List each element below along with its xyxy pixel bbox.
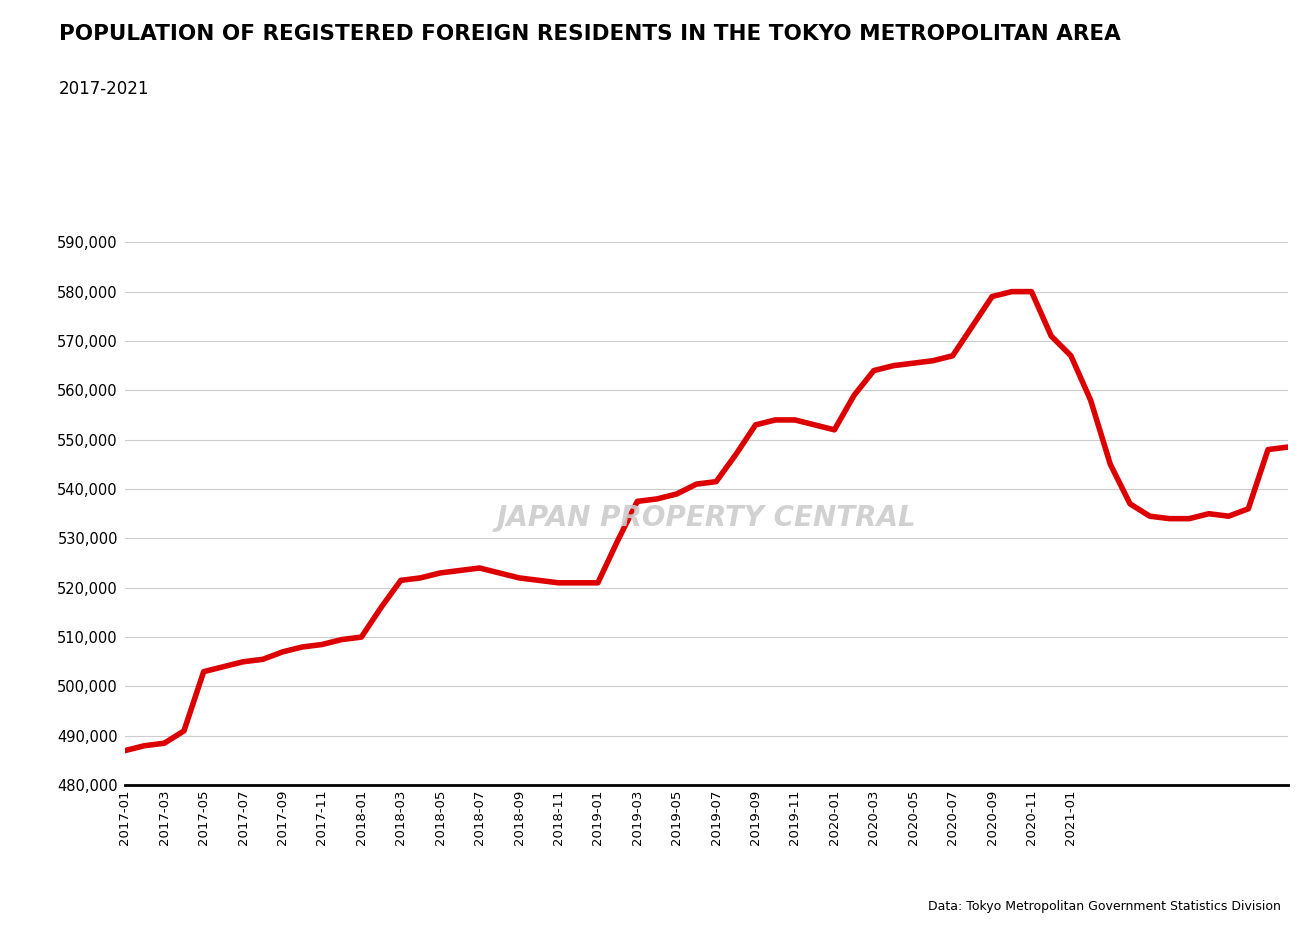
Text: Data: Tokyo Metropolitan Government Statistics Division: Data: Tokyo Metropolitan Government Stat…: [928, 900, 1281, 913]
Text: 2017-2021: 2017-2021: [59, 80, 150, 98]
Text: POPULATION OF REGISTERED FOREIGN RESIDENTS IN THE TOKYO METROPOLITAN AREA: POPULATION OF REGISTERED FOREIGN RESIDEN…: [59, 24, 1121, 44]
Text: JAPAN PROPERTY CENTRAL: JAPAN PROPERTY CENTRAL: [497, 504, 916, 533]
